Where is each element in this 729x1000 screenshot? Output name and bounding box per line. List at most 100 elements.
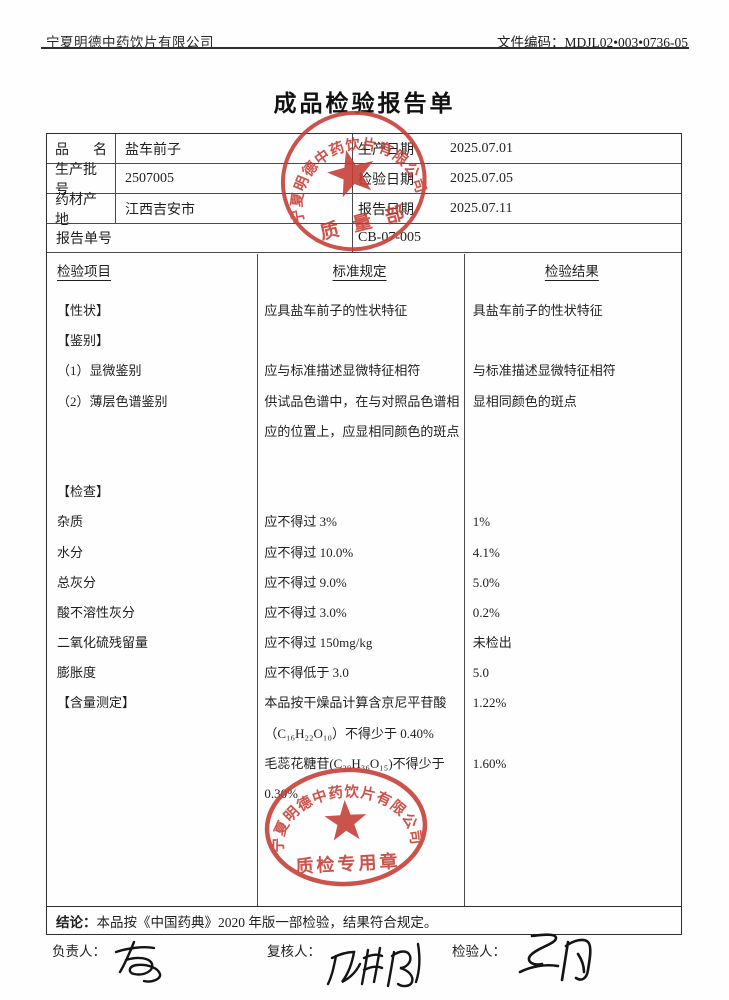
item-cell: （2）薄层色谱鉴别 [57,393,168,409]
responsible-signature-handwriting [114,940,162,983]
table-row: 【检查】 [47,477,681,507]
result-cell: 未检出 [472,635,512,651]
item-cell: 【鉴别】 [57,333,110,349]
result-cell: 4.1% [472,544,500,560]
table-row: 应的位置上，应显相同颜色的斑点 [47,417,681,447]
item-cell: 总灰分 [57,574,97,590]
result-cell [463,779,681,809]
standard-cell: （C₁₆H₂₂O₁₀）不得少于 0.40% [264,725,434,741]
item-cell [47,719,256,749]
standard-cell: 供试品色谱中，在与对照品色谱相 [264,393,460,409]
standard-cell [256,477,462,507]
item-cell [47,749,256,779]
item-cell: 杂质 [57,514,84,530]
item-cell: 水分 [57,544,84,560]
reviewer-label: 复核人： [267,944,321,959]
result-cell: 1.22% [472,695,507,711]
item-cell: 【检查】 [57,484,110,500]
standard-cell: 应具盐车前子的性状特征 [264,303,408,318]
info-row-origin: 药材产地 江西吉安市 报告日期 2025.07.11 [47,193,681,228]
col-header-standard-text: 标准规定 [332,264,387,279]
product-name-label: 品 名 [47,134,116,163]
item-cell: 二氧化硫残留量 [57,635,149,651]
table-row: 【鉴别】 [47,326,681,356]
standard-cell: 应不得低于 3.0 [264,665,349,681]
col-header-result: 检验结果 [463,260,681,280]
table-row: 毛蕊花糖苷(C₂₉H₃₆O₁₅)不得少于 1.60% [47,749,681,779]
item-cell: 酸不溶性灰分 [57,604,136,620]
document-code: 文件编码：MDJL02•003•0736-05 [497,35,688,50]
table-row: 水分 应不得过 10.0% 4.1% [47,538,681,568]
report-date-label: 报告日期 [358,202,414,218]
table-row: 二氧化硫残留量 应不得过 150mg/kg 未检出 [47,628,681,658]
standard-cell: 应不得过 3.0% [264,604,347,620]
inspection-body: 检验项目 标准规定 检验结果 【性状】 应具盐车前子的性状特征 具盐车前子的性状特征… [47,254,681,906]
item-cell [47,779,256,809]
result-cell [463,477,681,507]
production-date-value: 2025.07.01 [450,140,513,156]
report-no-label: 报告单号 [47,224,353,252]
item-cell: 【含量测定】 [57,695,136,711]
column-divider [464,254,465,906]
result-cell: 5.0% [472,574,500,590]
responsible-person-label: 负责人： [52,944,106,959]
conclusion-row: 结论： 本品按《中国药典》2020 年版一部检验，结果符合规定。 [47,906,681,935]
conclusion-text: 本品按《中国药典》2020 年版一部检验，结果符合规定。 [96,915,438,930]
standard-cell [256,447,462,477]
info-row-batch: 生产批号 2507005 检验日期 2025.07.05 [47,163,681,198]
info-row-product: 品 名 盐车前子 生产日期 2025.07.01 [47,134,681,164]
standard-cell [256,326,462,356]
company-name: 宁夏明德中药饮片有限公司 [46,35,214,50]
report-no-value: CB-07-005 [358,230,421,245]
info-row-report-no: 报告单号 CB-07-005 [47,224,681,253]
item-cell: 膨胀度 [57,665,97,681]
item-cell [47,417,256,447]
conclusion-label: 结论： [56,915,97,930]
col-header-item-text: 检验项目 [57,264,111,279]
standard-cell: 0.30% [264,786,298,801]
result-cell [463,326,681,356]
origin-value: 江西吉安市 [116,194,353,223]
production-date-label: 生产日期 [358,142,414,158]
table-row: 酸不溶性灰分 应不得过 3.0% 0.2% [47,598,681,628]
col-header-result-text: 检验结果 [544,264,599,279]
item-cell: （1）显微鉴别 [57,363,142,379]
column-headers: 检验项目 标准规定 检验结果 [47,260,681,280]
table-row: （2）薄层色谱鉴别 供试品色谱中，在与对照品色谱相 显相同颜色的斑点 [47,387,681,417]
inspection-date-value: 2025.07.05 [450,170,513,186]
result-cell: 具盐车前子的性状特征 [472,303,603,318]
table-row: 【含量测定】 本品按干燥品计算含京尼平苷酸 1.22% [47,688,681,718]
result-cell: 显相同颜色的斑点 [472,393,577,409]
column-divider [257,254,258,906]
result-cell: 1.60% [472,755,507,771]
standard-cell: 应不得过 150mg/kg [264,635,373,651]
origin-label: 药材产地 [47,193,116,228]
standard-cell: 本品按干燥品计算含京尼平苷酸 [264,695,447,711]
header-divider [41,47,689,49]
inspection-date-label: 检验日期 [358,172,414,188]
item-cell: 【性状】 [57,303,110,318]
table-row: 总灰分 应不得过 9.0% 5.0% [47,568,681,598]
label-part: 品 [55,142,69,158]
page-title: 成品检验报告单 [273,91,456,117]
table-row: （1）显微鉴别 应与标准描述显微特征相符 与标准描述显微特征相符 [47,356,681,386]
col-header-standard: 标准规定 [256,260,462,280]
table-row: 杂质 应不得过 3% 1% [47,507,681,537]
inspector-label: 检验人： [452,944,506,959]
standard-cell: 应与标准描述显微特征相符 [264,363,421,379]
report-date-value: 2025.07.11 [450,200,513,216]
standard-cell: 毛蕊花糖苷(C₂₉H₃₆O₁₅)不得少于 [264,755,445,771]
table-row: 【性状】 应具盐车前子的性状特征 具盐车前子的性状特征 [47,296,681,326]
table-row: （C₁₆H₂₂O₁₀）不得少于 0.40% [47,719,681,749]
table-row: 膨胀度 应不得低于 3.0 5.0 [47,658,681,688]
reviewer-signature-handwriting [326,942,421,988]
label-part: 名 [93,142,107,158]
inspector-signature-handwriting [518,933,592,982]
standard-cell: 应不得过 10.0% [264,544,354,560]
result-cell: 0.2% [472,604,500,620]
item-cell [47,447,256,477]
col-header-item: 检验项目 [47,260,256,280]
product-name-value: 盐车前子 [116,134,353,163]
result-cell [463,417,681,447]
table-row [47,447,681,477]
